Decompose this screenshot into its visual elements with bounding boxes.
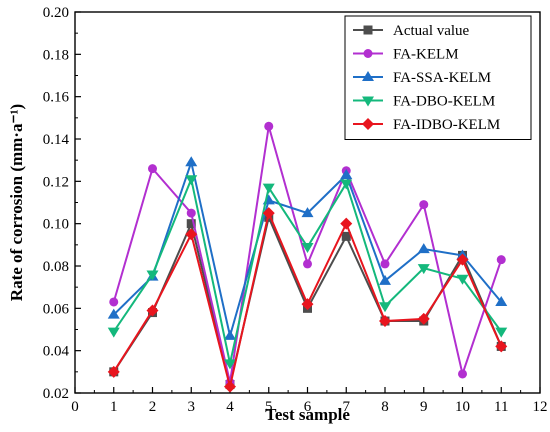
data-point bbox=[496, 255, 506, 265]
tick-labels: 0 1 2 3 4 5 6 7 8 9 10 11 120.020.040.060.080.100.12… bbox=[43, 5, 548, 415]
x-tick-label: 9 bbox=[420, 399, 428, 415]
series-fa-kelm bbox=[109, 121, 506, 387]
data-point bbox=[301, 207, 314, 218]
data-point bbox=[224, 359, 236, 370]
data-point bbox=[186, 208, 196, 218]
legend-label: FA-SSA-KELM bbox=[393, 70, 491, 86]
x-tick-label: 8 bbox=[381, 399, 389, 415]
x-axis-title: Test sample bbox=[265, 405, 350, 424]
legend-swatch-marker bbox=[363, 25, 373, 35]
series-line bbox=[112, 126, 503, 383]
legend-label: Actual value bbox=[393, 23, 470, 39]
data-point bbox=[185, 175, 198, 186]
legend-swatch-marker bbox=[363, 49, 373, 58]
data-point bbox=[417, 264, 430, 275]
legend-swatch-marker bbox=[362, 118, 374, 130]
y-tick-label: 0.02 bbox=[43, 386, 69, 402]
data-point bbox=[379, 302, 391, 313]
legend-entry: FA-IDBO-KELM bbox=[353, 117, 500, 133]
data-point bbox=[185, 228, 198, 241]
data-point bbox=[224, 329, 236, 340]
plot-frame bbox=[74, 11, 541, 394]
y-tick-label: 0.14 bbox=[43, 132, 70, 148]
y-tick-label: 0.18 bbox=[43, 47, 69, 63]
data-point bbox=[456, 253, 469, 266]
data-point bbox=[107, 308, 120, 319]
y-tick-label: 0.20 bbox=[43, 5, 69, 21]
y-axis-title: Rate of corrosion (mm·a⁻¹) bbox=[7, 104, 26, 301]
legend-label: FA-KELM bbox=[393, 47, 459, 63]
data-point bbox=[341, 231, 351, 241]
data-point bbox=[262, 207, 275, 220]
data-point bbox=[495, 327, 508, 338]
x-tick-label: 0 bbox=[71, 399, 79, 415]
data-point bbox=[186, 219, 196, 229]
data-point bbox=[458, 369, 467, 379]
data-point bbox=[146, 270, 159, 281]
legend-entry: FA-KELM bbox=[353, 47, 459, 63]
data-point bbox=[224, 380, 236, 393]
legend-entry: Actual value bbox=[353, 23, 470, 39]
x-tick-label: 10 bbox=[455, 399, 470, 415]
data-point bbox=[495, 340, 508, 353]
series-fa-idbo-kelm bbox=[107, 207, 508, 393]
data-point bbox=[107, 365, 120, 378]
x-tick-label: 4 bbox=[226, 399, 234, 415]
y-tick-label: 0.16 bbox=[43, 90, 70, 106]
legend-swatch-marker bbox=[362, 71, 374, 81]
data-point bbox=[109, 297, 119, 307]
data-point bbox=[340, 179, 353, 190]
data-point bbox=[456, 274, 469, 285]
series-layer bbox=[107, 121, 508, 393]
legend-entry: FA-DBO-KELM bbox=[353, 94, 495, 110]
x-tick-label: 5 bbox=[265, 399, 273, 415]
data-point bbox=[264, 121, 274, 131]
data-point bbox=[146, 304, 159, 317]
legend: Actual value FA-KELM FA-SSA-KELM FA-DBO-KEL… bbox=[344, 15, 532, 140]
y-tick-label: 0.12 bbox=[43, 174, 69, 190]
legend-entry: FA-SSA-KELM bbox=[353, 70, 491, 86]
data-point bbox=[417, 312, 430, 325]
series-fa-ssa-kelm bbox=[107, 156, 508, 340]
data-point bbox=[495, 295, 508, 306]
data-point bbox=[379, 274, 391, 285]
data-point bbox=[340, 168, 353, 179]
y-tick-label: 0.08 bbox=[43, 259, 69, 275]
data-point bbox=[301, 298, 314, 311]
x-tick-label: 1 bbox=[110, 399, 118, 415]
data-point bbox=[107, 327, 120, 338]
y-tick-label: 0.06 bbox=[43, 301, 70, 317]
data-point bbox=[148, 164, 157, 174]
x-tick-label: 11 bbox=[494, 399, 508, 415]
y-tick-label: 0.04 bbox=[43, 344, 70, 360]
data-point bbox=[417, 243, 430, 254]
data-point bbox=[379, 315, 391, 328]
legend-label: FA-DBO-KELM bbox=[393, 94, 495, 110]
legend-swatch-marker bbox=[362, 96, 374, 107]
data-point bbox=[301, 242, 314, 253]
legend-label: FA-IDBO-KELM bbox=[393, 117, 500, 133]
data-point bbox=[380, 259, 390, 269]
data-point bbox=[185, 156, 198, 167]
data-point bbox=[419, 200, 429, 210]
data-point bbox=[262, 183, 275, 194]
data-point bbox=[340, 217, 353, 230]
x-tick-label: 7 bbox=[343, 399, 351, 415]
y-tick-label: 0.10 bbox=[43, 217, 69, 233]
data-point bbox=[303, 259, 312, 269]
series-fa-dbo-kelm bbox=[107, 175, 508, 370]
x-tick-label: 2 bbox=[149, 399, 157, 415]
x-tick-label: 3 bbox=[188, 399, 196, 415]
x-tick-label: 6 bbox=[304, 399, 312, 415]
x-tick-label: 12 bbox=[533, 399, 548, 415]
